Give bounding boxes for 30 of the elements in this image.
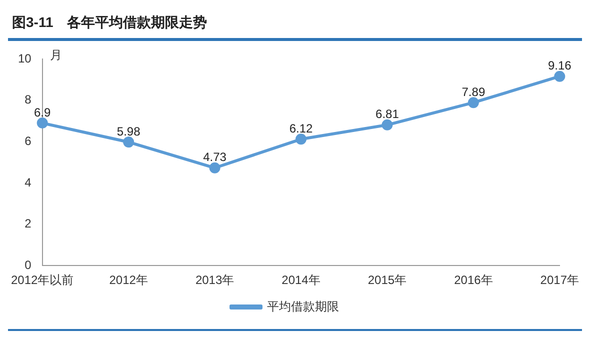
- y-tick-label: 6: [24, 134, 32, 148]
- point: [296, 134, 306, 145]
- data-label: 4.73: [203, 150, 227, 164]
- x-tick-label: 2013年: [195, 273, 234, 288]
- point: [36, 118, 48, 129]
- data-label: 6.12: [289, 121, 313, 136]
- x-tick-label: 2017年: [540, 273, 580, 288]
- chart-title: 图3-11 各年平均借款期限走势: [11, 13, 208, 32]
- data-label: 6.81: [376, 107, 400, 122]
- point: [382, 119, 393, 130]
- x-tick-label: 2012年: [109, 273, 148, 288]
- data-label: 7.89: [462, 84, 486, 99]
- x-tick-label: 2016年: [454, 273, 493, 288]
- y-tick-label: 4: [24, 175, 32, 190]
- point: [554, 70, 566, 82]
- data-label: 9.16: [548, 58, 572, 73]
- point: [209, 162, 220, 174]
- x-tick-label: 2014年: [282, 273, 320, 288]
- point: [123, 136, 134, 148]
- y-tick-label: 0: [24, 258, 32, 272]
- x-tick-label: 2015年: [368, 273, 407, 288]
- legend-label: 平均借款期限: [267, 299, 339, 314]
- y-axis-title: 月: [50, 47, 62, 64]
- y-tick-label: 2: [24, 216, 32, 231]
- data-label: 5.98: [116, 124, 141, 138]
- data-label: 6.9: [34, 105, 52, 120]
- point: [468, 97, 479, 108]
- y-tick-label: 10: [18, 51, 32, 66]
- x-tick-label: 2012年以前: [10, 273, 74, 288]
- y-tick-label: 8: [24, 92, 32, 107]
